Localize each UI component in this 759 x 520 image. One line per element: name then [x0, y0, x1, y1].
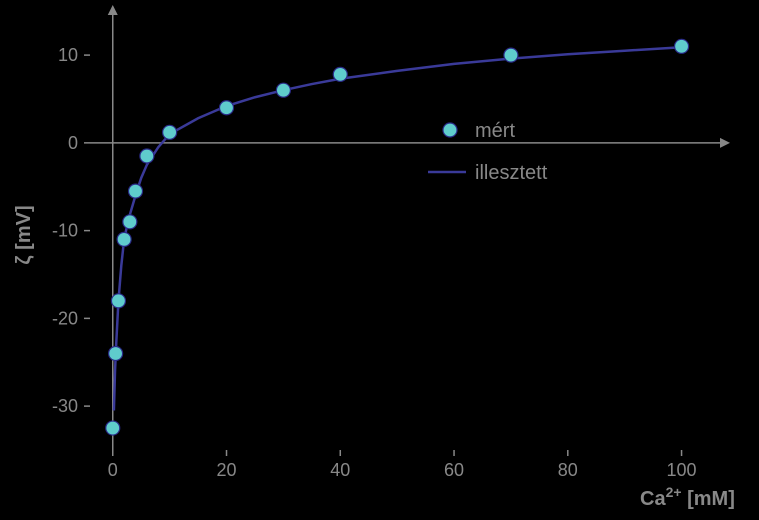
x-tick-label: 80 [558, 460, 578, 480]
legend-label-fitted: illesztett [475, 162, 548, 184]
y-tick-label: -30 [52, 396, 78, 416]
data-point [117, 232, 131, 246]
data-point [111, 294, 125, 308]
data-point [129, 184, 143, 198]
data-point [106, 421, 120, 435]
data-point [333, 67, 347, 81]
legend-label-measured: mért [475, 120, 515, 142]
chart-container: 0 20 40 60 80 100 -30 -20 -10 0 10 mért illesztett ζ … [0, 0, 759, 520]
chart-background [0, 0, 759, 520]
zeta-potential-chart: 0 20 40 60 80 100 -30 -20 -10 0 10 mért illesztett ζ … [0, 0, 759, 520]
data-point [123, 215, 137, 229]
data-point [675, 39, 689, 53]
y-tick-label: 0 [68, 133, 78, 153]
x-axis-label: Ca2+ [mM] [640, 484, 735, 510]
data-point [276, 83, 290, 97]
x-tick-label: 100 [667, 460, 697, 480]
y-tick-label: 10 [58, 45, 78, 65]
legend-marker-icon [443, 123, 457, 137]
data-point [109, 346, 123, 360]
data-point [140, 149, 154, 163]
data-point [504, 48, 518, 62]
y-axis-label: ζ [mV] [13, 205, 35, 264]
x-tick-label: 20 [216, 460, 236, 480]
x-tick-label: 0 [108, 460, 118, 480]
y-tick-label: -10 [52, 221, 78, 241]
x-tick-label: 60 [444, 460, 464, 480]
y-tick-label: -20 [52, 308, 78, 328]
x-tick-label: 40 [330, 460, 350, 480]
data-point [163, 125, 177, 139]
data-point [220, 101, 234, 115]
